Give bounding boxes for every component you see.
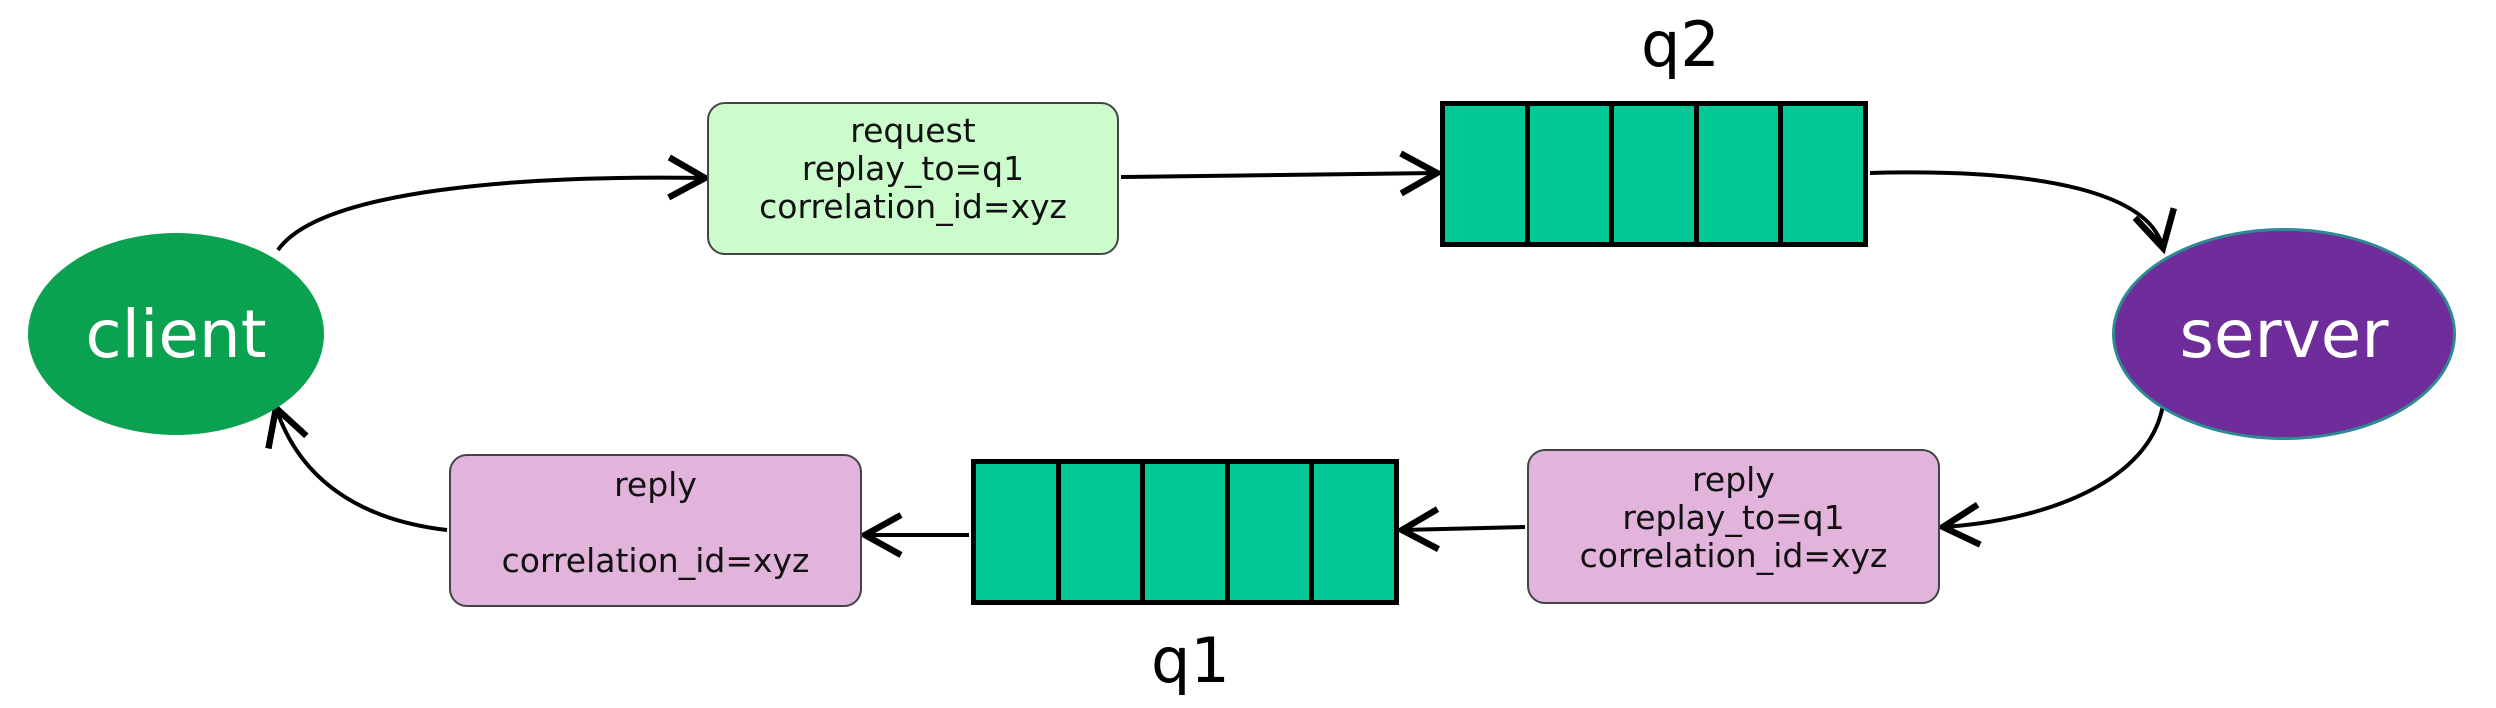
queue-cell: [1145, 464, 1230, 600]
client-node: client: [28, 233, 324, 435]
reply-message-from-server: reply replay_to=q1 correlation_id=xyz: [1527, 449, 1940, 604]
queue-cell: [1061, 464, 1146, 600]
edge-server-to-reply: [1936, 404, 2165, 548]
queue-q1: [971, 459, 1399, 605]
server-label: server: [2179, 295, 2389, 373]
queue-cell: [1230, 464, 1315, 600]
queue-cell: [976, 464, 1061, 600]
reply-blank-line: [451, 504, 860, 542]
queue-q2: [1440, 101, 1868, 247]
queue-cell: [1445, 106, 1530, 242]
edge-q2-to-server: [1869, 170, 2177, 255]
server-node: server: [2115, 231, 2453, 437]
client-label: client: [85, 295, 267, 373]
request-reply-to: replay_to=q1: [801, 149, 1025, 188]
edge-reply-to-client: [265, 401, 448, 532]
edge-client-to-request: [276, 154, 712, 252]
queue-q1-label: q1: [1151, 624, 1230, 697]
reply-reply-to: replay_to=q1: [1622, 498, 1845, 537]
request-title: request: [850, 111, 976, 150]
queue-cell: [1314, 464, 1394, 600]
queue-cell: [1699, 106, 1784, 242]
edge-request-to-q2: [1120, 150, 1444, 197]
reply-correlation-id: correlation_id=xyz: [501, 541, 810, 580]
reply-correlation-id: correlation_id=xyz: [1579, 536, 1888, 575]
request-message: request replay_to=q1 correlation_id=xyz: [707, 102, 1119, 255]
queue-cell: [1530, 106, 1615, 242]
request-correlation-id: correlation_id=xyz: [759, 187, 1067, 226]
queue-cell: [1614, 106, 1699, 242]
edge-reply-to-q1: [1395, 506, 1526, 552]
queue-q2-label: q2: [1641, 8, 1720, 81]
reply-message-to-client: reply correlation_id=xyz: [449, 454, 862, 607]
reply-title: reply: [614, 465, 697, 504]
reply-title: reply: [1692, 460, 1775, 499]
queue-cell: [1783, 106, 1863, 242]
